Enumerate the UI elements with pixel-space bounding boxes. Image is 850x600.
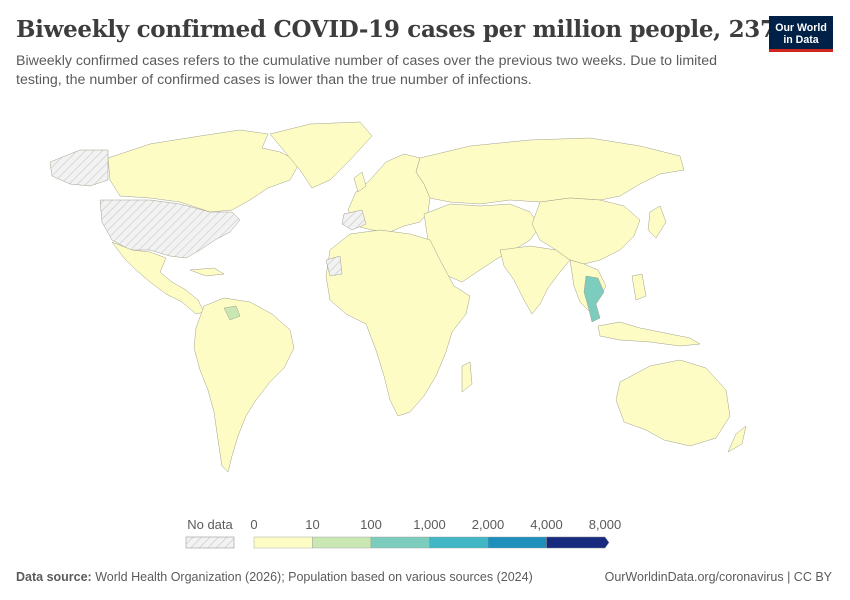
region-usa[interactable] xyxy=(99,199,241,259)
legend-no-data-swatch[interactable] xyxy=(185,536,235,549)
region-western-sahara[interactable] xyxy=(325,255,343,277)
region-australia[interactable] xyxy=(615,359,731,447)
world-map xyxy=(49,121,747,473)
footer-url[interactable]: OurWorldinData.org/coronavirus | CC BY xyxy=(604,570,832,584)
region-greenland[interactable] xyxy=(269,121,373,189)
legend-bin-swatch[interactable] xyxy=(429,536,489,549)
region-canada[interactable] xyxy=(107,129,301,213)
legend-bin-swatch[interactable] xyxy=(370,536,430,549)
legend-tick-label: 2,000 xyxy=(472,517,505,532)
region-cuba[interactable] xyxy=(189,267,225,277)
region-mexico[interactable] xyxy=(111,241,205,315)
region-madagascar[interactable] xyxy=(461,361,473,393)
region-africa[interactable] xyxy=(325,229,471,417)
region-south-america[interactable] xyxy=(193,297,295,473)
region-russia[interactable] xyxy=(415,137,685,205)
region-spain[interactable] xyxy=(341,209,367,231)
legend-tick-label: 4,000 xyxy=(530,517,563,532)
chart-title: Biweekly confirmed COVID-19 cases per mi… xyxy=(16,16,792,43)
region-indonesia[interactable] xyxy=(597,321,701,347)
legend-tick-label: 1,000 xyxy=(413,517,446,532)
legend-tick-label: 0 xyxy=(250,517,257,532)
owid-logo[interactable]: Our World in Data xyxy=(769,16,833,52)
region-india[interactable] xyxy=(499,245,571,315)
region-uk[interactable] xyxy=(353,171,367,193)
legend-bin-swatch[interactable] xyxy=(312,536,372,549)
region-china[interactable] xyxy=(531,197,641,265)
legend-tick-label: 8,000 xyxy=(589,517,622,532)
legend-tick-label: 100 xyxy=(360,517,382,532)
source-label: Data source: xyxy=(16,570,92,584)
region-japan[interactable] xyxy=(647,205,667,239)
source-text: World Health Organization (2026); Popula… xyxy=(95,570,533,584)
footer-source: Data source: World Health Organization (… xyxy=(16,570,533,584)
region-thailand[interactable] xyxy=(583,275,605,323)
logo-line-2: in Data xyxy=(783,34,819,46)
region-new-zealand[interactable] xyxy=(727,425,747,453)
legend-bin-swatch-last[interactable] xyxy=(546,536,610,549)
region-alaska[interactable] xyxy=(49,149,109,187)
logo-line-1: Our World xyxy=(775,22,827,34)
legend-bin-swatch[interactable] xyxy=(253,536,313,549)
region-suriname[interactable] xyxy=(223,305,241,321)
legend-tick-label: 10 xyxy=(305,517,319,532)
legend-bin-swatch[interactable] xyxy=(487,536,547,549)
legend-no-data-label: No data xyxy=(187,517,233,532)
chart-subtitle: Biweekly confirmed cases refers to the c… xyxy=(16,53,718,88)
region-philippines[interactable] xyxy=(631,273,647,301)
